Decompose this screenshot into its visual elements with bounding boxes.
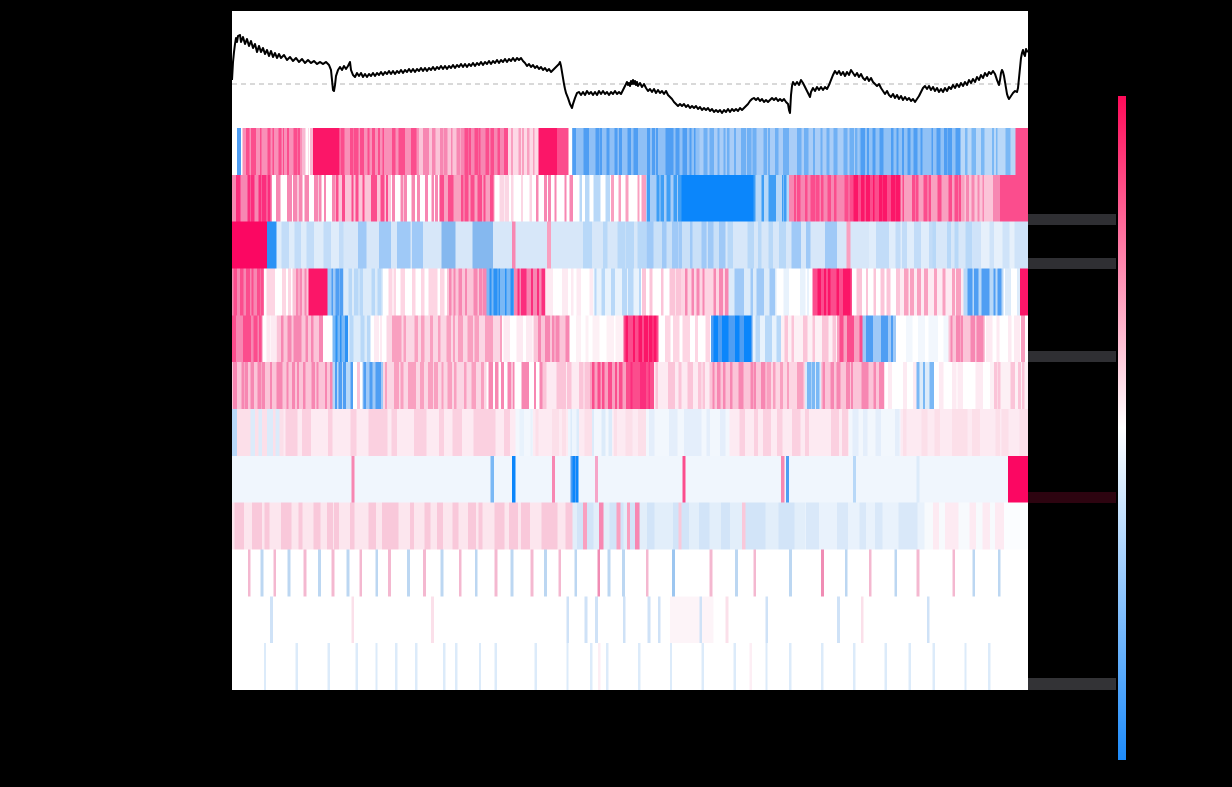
importance-bar-5 [1028, 678, 1116, 690]
importance-bar-4 [1028, 492, 1116, 503]
importance-bar-1 [1028, 214, 1116, 225]
heatmap-row-2 [232, 174, 1028, 222]
colorbar-gradient [1118, 96, 1126, 760]
heatmap-row-3 [232, 221, 1028, 269]
fx-line-chart [232, 34, 1028, 114]
fx-line [232, 34, 1028, 114]
heatmap-row-1 [232, 128, 1028, 175]
heatmap-row-4 [232, 268, 1028, 316]
heatmap-row-12 [232, 643, 1028, 690]
importance-bar-3 [1028, 351, 1116, 362]
importance-bar-2 [1028, 258, 1116, 269]
heatmap-row-11 [232, 596, 1028, 644]
heatmap-row-8 [232, 455, 1028, 503]
heatmap-row-9 [232, 502, 1028, 550]
heatmap-row-7 [232, 409, 1028, 456]
heatmap-row-6 [232, 362, 1028, 409]
heatmap-row-10 [232, 549, 1028, 597]
heatmap [232, 128, 1028, 690]
heatmap-row-5 [232, 315, 1028, 363]
